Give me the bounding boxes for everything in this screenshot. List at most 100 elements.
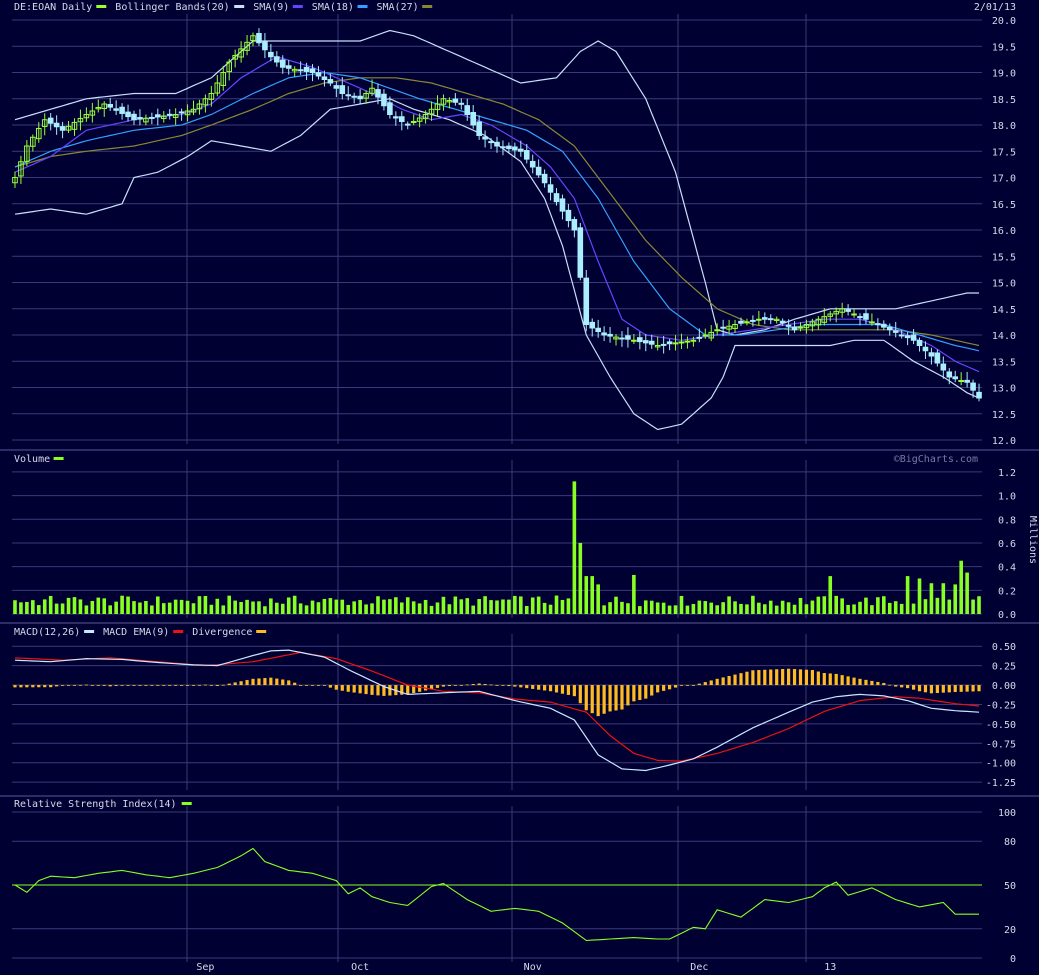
candle-body <box>428 108 435 115</box>
candle-body <box>398 116 405 122</box>
candle-body <box>434 103 441 111</box>
price_panel-legend-swatch <box>234 5 245 8</box>
volume-bar <box>798 597 803 614</box>
divergence-bar <box>174 685 178 686</box>
candle-body <box>851 313 857 316</box>
volume-bar <box>144 601 148 614</box>
volume-bar <box>852 604 856 614</box>
candle-body <box>952 376 959 380</box>
volume-bar <box>608 602 612 614</box>
divergence-bar <box>352 685 356 693</box>
volume-bar <box>590 576 595 614</box>
candle-body <box>773 318 780 321</box>
candle-body <box>303 66 310 72</box>
volume-bar <box>691 603 696 614</box>
divergence-bar <box>227 683 231 686</box>
volume-bar <box>399 602 404 614</box>
divergence-bar <box>150 685 154 686</box>
candle-body <box>440 98 447 105</box>
candle-body <box>529 160 536 168</box>
price_panel-ytick-label: 15.0 <box>992 279 1016 290</box>
volume-bar <box>751 595 755 614</box>
volume-bar <box>822 596 827 614</box>
volume-bar <box>626 603 630 614</box>
volume-bar <box>13 600 17 614</box>
divergence-bar <box>906 685 910 689</box>
candle-body <box>131 113 137 121</box>
divergence-bar <box>346 685 350 692</box>
candle-body <box>797 326 804 329</box>
divergence-bar <box>477 683 481 686</box>
divergence-bar <box>828 673 832 686</box>
divergence-bar <box>864 679 868 686</box>
divergence-bar <box>751 670 755 686</box>
candle-body <box>934 352 941 364</box>
divergence-bar <box>715 678 719 686</box>
candle-body <box>95 107 102 110</box>
candle-body <box>369 87 375 94</box>
divergence-bar <box>263 678 267 686</box>
candle-body <box>577 227 584 278</box>
volume-bar <box>19 602 23 614</box>
divergence-bar <box>882 682 886 686</box>
rsi_panel-legend-label: Relative Strength Index(14) <box>14 799 177 810</box>
candle-body <box>583 277 590 326</box>
divergence-bar <box>662 685 666 691</box>
volume-bar <box>280 603 285 614</box>
volume-bar <box>667 605 672 614</box>
volume-bar <box>632 574 636 614</box>
candle-body <box>446 100 453 103</box>
candle-body <box>940 363 947 371</box>
divergence-bar <box>739 673 743 686</box>
candle-body <box>476 121 482 137</box>
divergence-bar <box>650 685 654 696</box>
volume-bar <box>72 597 77 614</box>
price_panel-legend-swatch <box>422 5 433 8</box>
volume-bar <box>334 599 339 614</box>
volume-bar <box>762 604 767 614</box>
price_panel-legend-label: DE:EOAN Daily <box>14 2 92 13</box>
candle-body <box>863 313 869 320</box>
candle-body <box>339 85 346 94</box>
candle-body <box>24 145 30 162</box>
candle-body <box>30 136 36 147</box>
candle-body <box>166 113 173 116</box>
candle-body <box>154 114 161 118</box>
macd_panel-ytick-label: -1.00 <box>986 759 1016 770</box>
volume-bar <box>275 602 279 614</box>
divergence-bar <box>203 684 208 686</box>
divergence-bar <box>566 685 571 695</box>
candle-body <box>53 122 60 128</box>
divergence-bar <box>126 685 130 686</box>
candle-body <box>726 325 732 330</box>
candle-body <box>274 56 280 63</box>
divergence-bar <box>340 685 344 691</box>
volume_panel-ytick-label: 0.6 <box>998 539 1016 550</box>
divergence-bar <box>590 685 594 714</box>
divergence-bar <box>792 669 797 686</box>
candle-body <box>946 371 953 378</box>
divergence-bar <box>376 685 380 696</box>
volume-bar <box>209 604 214 614</box>
candle-body <box>422 114 429 120</box>
volume-bar <box>54 603 59 614</box>
divergence-bar <box>245 680 249 686</box>
volume-bar <box>78 599 83 614</box>
volume-bar <box>935 597 940 614</box>
candle-body <box>208 93 215 100</box>
x-tick-label: 13 <box>824 962 836 973</box>
candle-body <box>333 85 340 89</box>
volume-bar <box>233 600 237 614</box>
volume-bar <box>947 599 952 614</box>
candle-body <box>654 345 661 348</box>
divergence-bar <box>400 685 404 695</box>
volume-bar <box>780 600 785 614</box>
candle-body <box>143 117 149 123</box>
divergence-bar <box>673 685 678 688</box>
volume-bar <box>310 600 315 614</box>
volume-bar <box>370 603 374 614</box>
price_panel-ytick-label: 13.5 <box>992 357 1016 368</box>
sma-27-line <box>14 77 980 347</box>
candle-body <box>881 323 887 328</box>
macd_panel-ytick-label: -0.25 <box>986 700 1016 711</box>
